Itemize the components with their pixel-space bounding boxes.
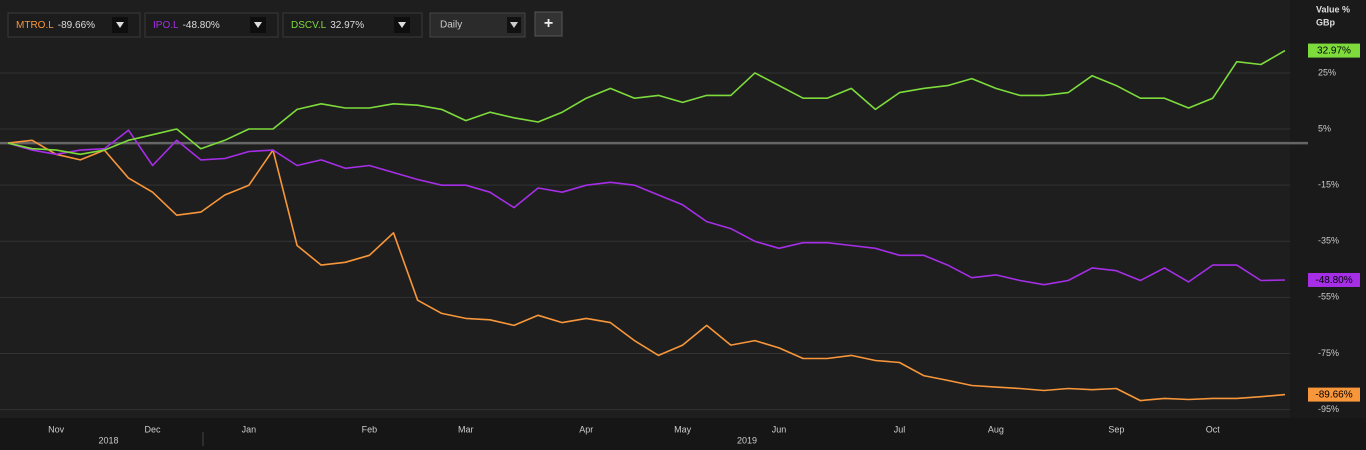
interval-label: Daily bbox=[440, 20, 462, 31]
value-badge-label: 32.97% bbox=[1317, 46, 1351, 57]
x-tick-label: Jan bbox=[242, 424, 257, 434]
legend-change: -48.80% bbox=[183, 20, 220, 31]
y-axis-band bbox=[1290, 0, 1366, 418]
series-line bbox=[7, 129, 1286, 286]
dropdown-arrow bbox=[510, 22, 518, 28]
x-tick-label: Aug bbox=[988, 424, 1004, 434]
y-tick-label: -35% bbox=[1318, 236, 1339, 246]
value-badge-label: -48.80% bbox=[1315, 275, 1352, 286]
y-tick-label: -55% bbox=[1318, 292, 1339, 302]
legend: MTRO.L -89.66% IPO.L -48.80% DSCV.L 32.97% bbox=[7, 12, 423, 38]
legend-change: -89.66% bbox=[58, 20, 95, 31]
x-group-label: 2019 bbox=[737, 435, 757, 445]
value-badge bbox=[1308, 43, 1360, 58]
add-button[interactable] bbox=[534, 11, 563, 37]
x-tick-label: Apr bbox=[579, 424, 593, 434]
x-tick-label: Sep bbox=[1108, 424, 1124, 434]
x-axis-band bbox=[0, 418, 1366, 450]
add-button-label: + bbox=[544, 15, 553, 32]
legend-entry: DSCV.L 32.97% bbox=[291, 20, 364, 31]
y-tick-label: -75% bbox=[1318, 348, 1339, 358]
value-badge bbox=[1308, 387, 1360, 402]
value-badge-label: -89.66% bbox=[1315, 390, 1352, 401]
x-tick-label: Oct bbox=[1206, 424, 1221, 434]
y-tick-label: -15% bbox=[1318, 180, 1339, 190]
value-badge bbox=[1308, 272, 1360, 287]
series-line bbox=[7, 139, 1286, 402]
legend-name: DSCV.L bbox=[291, 20, 327, 31]
y-tick-label: 25% bbox=[1318, 67, 1336, 77]
legend-name: MTRO.L bbox=[16, 20, 54, 31]
x-tick-label: Jun bbox=[772, 424, 787, 434]
y-tick-label: -95% bbox=[1318, 404, 1339, 414]
legend-change: 32.97% bbox=[330, 20, 364, 31]
x-tick-label: Mar bbox=[458, 424, 474, 434]
x-tick-label: May bbox=[674, 424, 692, 434]
x-tick-label: Nov bbox=[48, 424, 65, 434]
legend-entry: IPO.L -48.80% bbox=[153, 20, 220, 31]
legend-entry: MTRO.L -89.66% bbox=[16, 20, 95, 31]
y-axis-title: Value % bbox=[1316, 4, 1350, 14]
series-line bbox=[7, 49, 1286, 156]
y-axis-unit: GBp bbox=[1316, 17, 1336, 27]
y-tick-label: 5% bbox=[1318, 123, 1331, 133]
legend-arrow bbox=[116, 22, 124, 28]
legend-arrow bbox=[254, 22, 262, 28]
x-group-label: 2018 bbox=[98, 435, 118, 445]
legend-name: IPO.L bbox=[153, 20, 179, 31]
x-tick-label: Feb bbox=[362, 424, 378, 434]
x-tick-label: Jul bbox=[894, 424, 906, 434]
x-tick-label: Dec bbox=[145, 424, 162, 434]
legend-arrow bbox=[398, 22, 406, 28]
